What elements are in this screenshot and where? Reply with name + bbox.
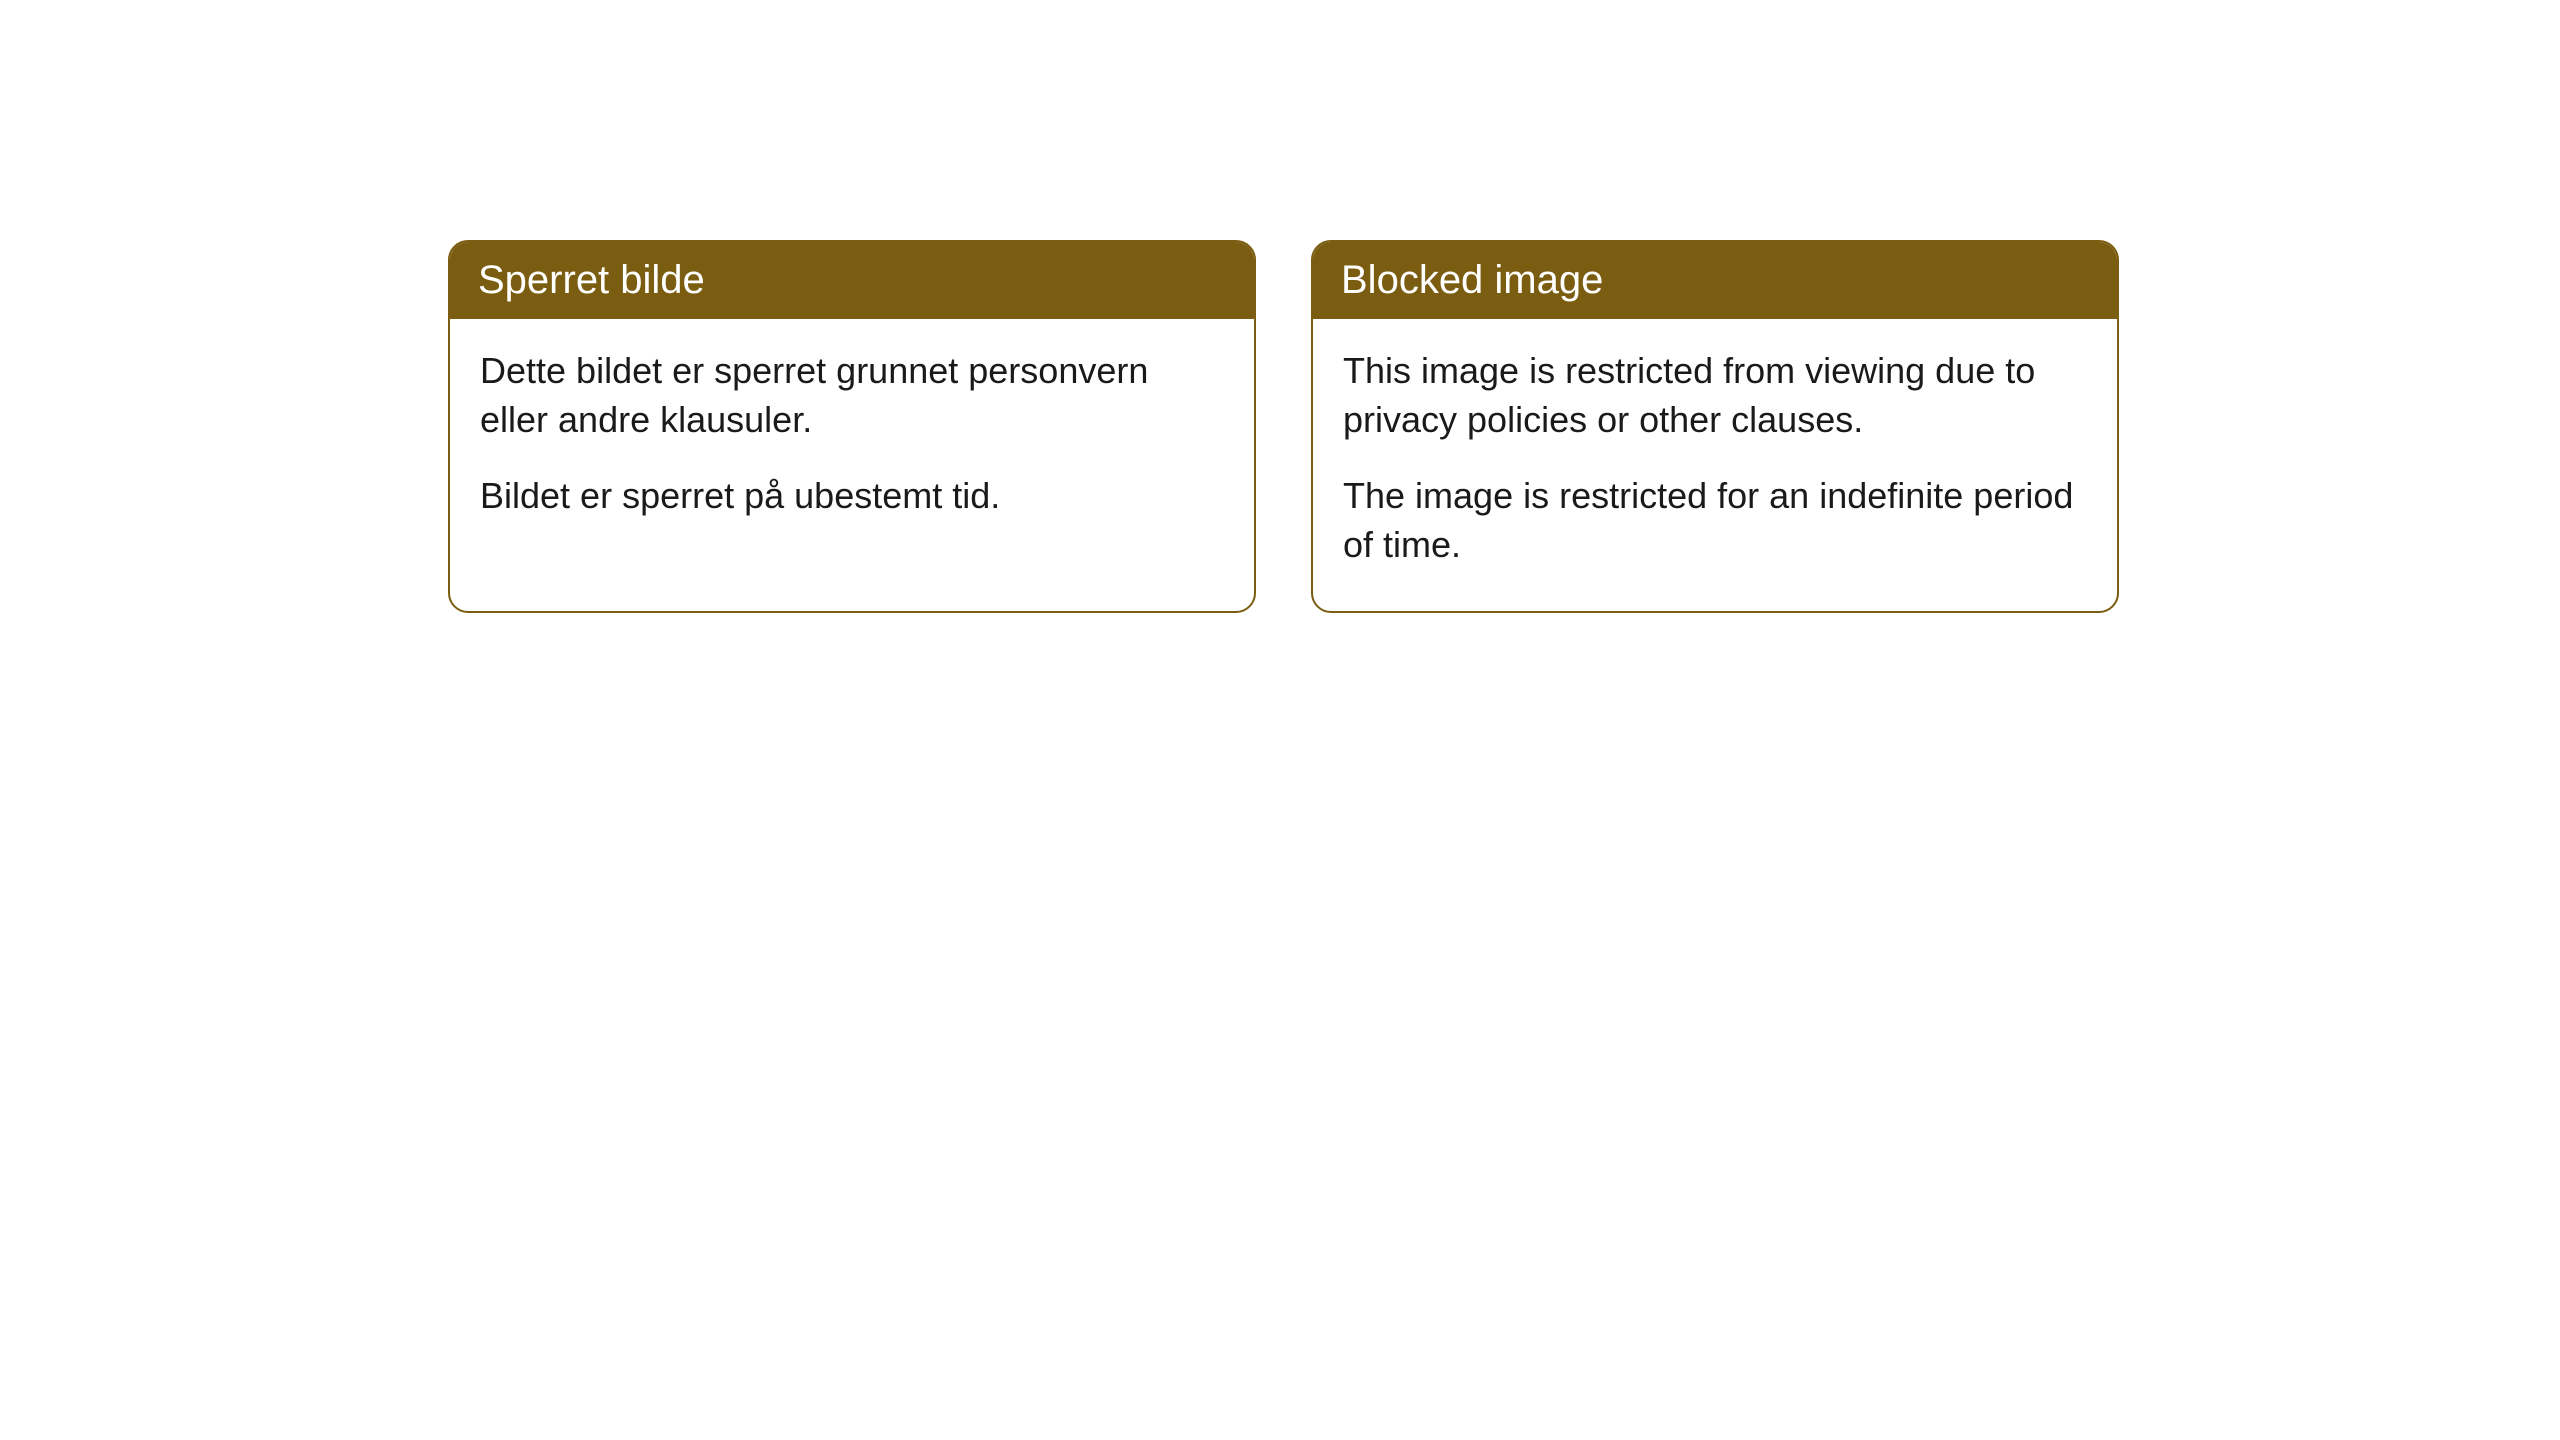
card-title: Sperret bilde bbox=[450, 242, 1254, 319]
card-title: Blocked image bbox=[1313, 242, 2117, 319]
notice-cards-container: Sperret bilde Dette bildet er sperret gr… bbox=[448, 240, 2119, 613]
notice-card-norwegian: Sperret bilde Dette bildet er sperret gr… bbox=[448, 240, 1256, 613]
card-paragraph: The image is restricted for an indefinit… bbox=[1343, 472, 2087, 569]
notice-card-english: Blocked image This image is restricted f… bbox=[1311, 240, 2119, 613]
card-body: Dette bildet er sperret grunnet personve… bbox=[450, 319, 1254, 563]
card-paragraph: Dette bildet er sperret grunnet personve… bbox=[480, 347, 1224, 444]
card-body: This image is restricted from viewing du… bbox=[1313, 319, 2117, 611]
card-paragraph: This image is restricted from viewing du… bbox=[1343, 347, 2087, 444]
card-paragraph: Bildet er sperret på ubestemt tid. bbox=[480, 472, 1224, 521]
